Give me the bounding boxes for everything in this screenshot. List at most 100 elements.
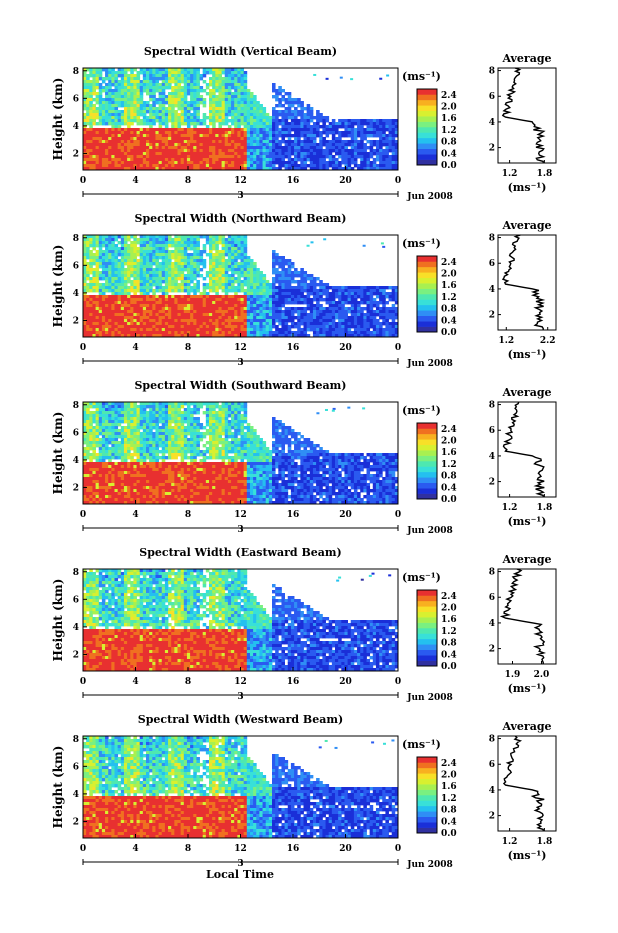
colorbar-unit: (ms⁻¹) xyxy=(402,738,441,751)
colorbar-swatch xyxy=(417,779,437,785)
heatmap-outlier xyxy=(310,241,313,243)
heatmap-outlier xyxy=(362,407,365,409)
average-y-tick-label: 6 xyxy=(489,426,495,436)
colorbar-swatch xyxy=(417,466,437,472)
date-label: 3 xyxy=(237,692,243,702)
panel-4: Spectral Width (Westward Beam)2468Height… xyxy=(51,713,556,870)
heatmap-outlier xyxy=(332,410,335,412)
average-y-tick-label: 8 xyxy=(489,234,495,244)
average-profile-line xyxy=(504,736,544,831)
colorbar-swatch xyxy=(417,305,437,311)
x-tick-label: 16 xyxy=(287,844,300,854)
colorbar-tick-label: 0.0 xyxy=(441,829,457,839)
average-y-tick-label: 4 xyxy=(489,619,495,629)
heatmap-outlier xyxy=(372,573,375,575)
colorbar-swatch xyxy=(417,321,437,327)
x-tick-label: 4 xyxy=(132,176,138,186)
heatmap xyxy=(83,402,398,504)
colorbar-swatch xyxy=(417,795,437,801)
colorbar-swatch xyxy=(417,644,437,650)
y-tick-label: 4 xyxy=(73,289,79,299)
colorbar-swatch xyxy=(417,800,437,806)
colorbar-swatch xyxy=(417,628,437,634)
average-unit: (ms⁻¹) xyxy=(508,348,547,361)
heatmap-outlier xyxy=(347,407,350,409)
average-y-tick-label: 2 xyxy=(489,311,495,321)
colorbar-tick-label: 0.0 xyxy=(441,161,457,171)
y-tick-label: 4 xyxy=(73,623,79,633)
month-label: Jun 2008 xyxy=(406,359,453,369)
colorbar-swatch xyxy=(417,488,437,494)
colorbar-swatch xyxy=(417,601,437,607)
panel-3: Spectral Width (Eastward Beam)2468Height… xyxy=(51,546,556,703)
average-y-tick-label: 4 xyxy=(489,452,495,462)
average-x-tick-label: 1.8 xyxy=(537,169,553,179)
colorbar-swatch xyxy=(417,310,437,316)
y-tick-label: 8 xyxy=(73,735,79,745)
average-profile-line xyxy=(502,569,544,664)
colorbar-tick-label: 0.8 xyxy=(441,472,457,482)
colorbar-tick-label: 0.8 xyxy=(441,305,457,315)
heatmap-outlier xyxy=(371,741,374,743)
colorbar-tick-label: 1.2 xyxy=(441,293,457,303)
heatmap-outlier xyxy=(383,743,386,745)
colorbar-swatch xyxy=(417,661,437,667)
heatmap-outlier xyxy=(333,408,336,410)
heatmap-outlier xyxy=(386,75,389,77)
colorbar-swatch xyxy=(417,450,437,456)
month-label: Jun 2008 xyxy=(406,526,453,536)
average-frame xyxy=(498,569,556,664)
colorbar-swatch xyxy=(417,299,437,305)
colorbar-unit: (ms⁻¹) xyxy=(402,237,441,250)
x-tick-label: 12 xyxy=(234,677,247,687)
colorbar-swatch xyxy=(417,617,437,623)
y-tick-label: 2 xyxy=(73,149,79,159)
colorbar-swatch xyxy=(417,639,437,645)
x-tick-label: 0 xyxy=(80,343,86,353)
average-profile-line xyxy=(504,402,545,497)
x-tick-label: 12 xyxy=(234,510,247,520)
colorbar-swatch xyxy=(417,94,437,100)
average-unit: (ms⁻¹) xyxy=(508,849,547,862)
colorbar-tick-label: 1.6 xyxy=(441,448,457,458)
colorbar-unit: (ms⁻¹) xyxy=(402,571,441,584)
heatmap-outlier xyxy=(336,580,339,582)
colorbar-swatch xyxy=(417,116,437,122)
average-unit: (ms⁻¹) xyxy=(508,682,547,695)
colorbar-swatch xyxy=(417,272,437,278)
y-tick-label: 4 xyxy=(73,122,79,132)
x-tick-label: 4 xyxy=(132,844,138,854)
colorbar-swatch xyxy=(417,828,437,834)
colorbar-swatch xyxy=(417,811,437,817)
x-tick-label: 0 xyxy=(80,844,86,854)
panel-title: Spectral Width (Westward Beam) xyxy=(138,713,343,726)
colorbar-tick-label: 2.0 xyxy=(441,771,457,781)
heatmap-outlier xyxy=(379,78,382,80)
colorbar-swatch xyxy=(417,149,437,155)
colorbar-tick-label: 2.4 xyxy=(441,592,457,602)
colorbar-swatch xyxy=(417,423,437,429)
colorbar-swatch xyxy=(417,456,437,462)
y-axis-label: Height (km) xyxy=(51,245,65,328)
colorbar-swatch xyxy=(417,122,437,128)
colorbar-swatch xyxy=(417,138,437,144)
colorbar-swatch xyxy=(417,477,437,483)
heatmap-outlier xyxy=(340,77,343,79)
colorbar-unit: (ms⁻¹) xyxy=(402,70,441,83)
average-y-tick-label: 4 xyxy=(489,786,495,796)
colorbar-swatch xyxy=(417,445,437,451)
average-x-tick-label: 1.8 xyxy=(537,837,553,847)
panel-title: Spectral Width (Southward Beam) xyxy=(134,379,346,392)
date-label: 3 xyxy=(237,525,243,535)
heatmap-outlier xyxy=(323,238,326,240)
average-frame xyxy=(498,736,556,831)
average-y-tick-label: 4 xyxy=(489,285,495,295)
colorbar-swatch xyxy=(417,105,437,111)
colorbar-swatch xyxy=(417,439,437,445)
colorbar-tick-label: 2.0 xyxy=(441,270,457,280)
colorbar-swatch xyxy=(417,790,437,796)
colorbar-swatch xyxy=(417,633,437,639)
colorbar-tick-label: 1.6 xyxy=(441,114,457,124)
average-y-tick-label: 4 xyxy=(489,118,495,128)
